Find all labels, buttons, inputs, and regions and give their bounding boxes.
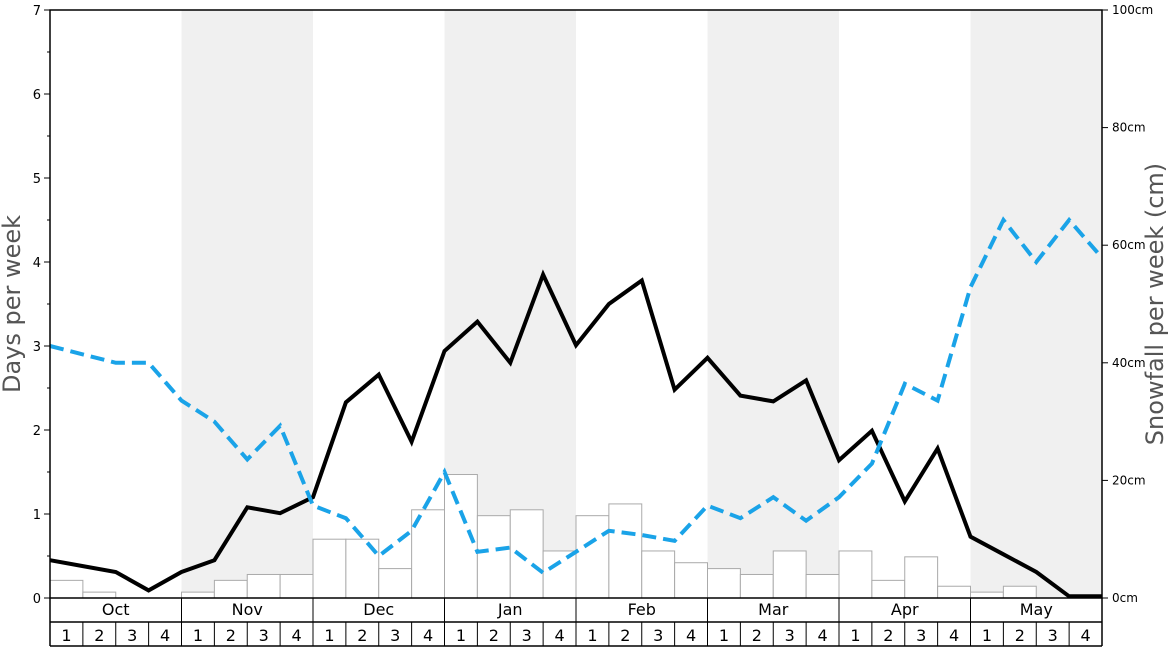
- month-label: Nov: [232, 600, 263, 619]
- solid-line-series: [49, 269, 1102, 599]
- week-label: 4: [160, 626, 170, 645]
- week-label: 2: [620, 626, 630, 645]
- week-label: 1: [719, 626, 729, 645]
- week-label: 2: [1015, 626, 1025, 645]
- week-label: 4: [554, 626, 564, 645]
- snowfall-bar: [575, 515, 610, 599]
- y-right-tick-label: 0cm: [1112, 591, 1138, 605]
- week-label: 4: [686, 626, 696, 645]
- y-left-tick-label: 2: [33, 424, 41, 439]
- week-label: 3: [127, 626, 137, 645]
- week-label: 2: [489, 626, 499, 645]
- month-label: Oct: [102, 600, 130, 619]
- y-right-tick-label: 60cm: [1112, 238, 1146, 252]
- week-label: 2: [883, 626, 893, 645]
- week-label: 4: [423, 626, 433, 645]
- snowfall-bar: [641, 550, 676, 599]
- month-label: Mar: [758, 600, 789, 619]
- week-label: 3: [1048, 626, 1058, 645]
- week-label: 3: [785, 626, 795, 645]
- snowfall-bar: [838, 550, 873, 599]
- y-left-tick-label: 3: [33, 340, 41, 355]
- week-label: 1: [587, 626, 597, 645]
- week-label: 1: [193, 626, 203, 645]
- y-right-tick-label: 80cm: [1112, 121, 1146, 135]
- week-label: 3: [522, 626, 532, 645]
- week-row: 1 2 3 4 1 2 3 4 1 2 3 4 1 2 3 4 1 2 3 4 1 2 3 4 1 2 3 4 1 2 3 4: [50, 622, 1102, 647]
- snowfall-bar: [1002, 585, 1037, 599]
- snowfall-bar: [378, 568, 413, 599]
- snowfall-bar: [49, 579, 84, 599]
- month-band-nov: [181, 10, 313, 598]
- month-band-may: [970, 10, 1102, 598]
- y-left-tick-label: 0: [33, 592, 41, 607]
- month-label: Apr: [891, 600, 919, 619]
- y-left-tick-label: 7: [33, 4, 41, 19]
- snowfall-bar: [509, 509, 544, 599]
- snowfall-bar: [871, 579, 906, 599]
- snowfall-bar: [542, 550, 577, 599]
- week-label: 2: [357, 626, 367, 645]
- snowfall-bar: [707, 568, 741, 599]
- month-shading: [181, 10, 1102, 598]
- week-label: 1: [324, 626, 334, 645]
- day-lines: [49, 216, 1104, 599]
- snowfall-bar: [213, 579, 248, 599]
- y-right-axis-title: Snowfall per week (cm): [1141, 163, 1168, 445]
- y-left-tick-label: 6: [33, 88, 41, 103]
- week-label: 1: [982, 626, 992, 645]
- month-label: Jan: [497, 600, 523, 619]
- snowfall-bar: [279, 573, 314, 599]
- week-label: 3: [390, 626, 400, 645]
- y-left-tick-label: 5: [33, 172, 41, 187]
- dashed-line-series: [49, 216, 1104, 576]
- week-label: 3: [653, 626, 663, 645]
- left-axis: 0 1 2 3 4 5 6 7: [33, 4, 50, 607]
- snowfall-bar: [181, 591, 215, 599]
- snowfall-bar: [608, 503, 643, 599]
- week-label: 4: [817, 626, 827, 645]
- snowfall-bar: [739, 573, 774, 599]
- snowfall-bar: [805, 573, 840, 599]
- snowfall-bar: [937, 585, 971, 599]
- week-label: 2: [226, 626, 236, 645]
- week-label: 4: [291, 626, 301, 645]
- y-right-tick-label: 100cm: [1112, 3, 1153, 17]
- snowfall-bar: [82, 591, 117, 599]
- snowfall-bar: [772, 550, 807, 599]
- y-right-tick-label: 20cm: [1112, 473, 1146, 487]
- snowfall-bars: [49, 474, 1037, 599]
- snowfall-bar: [246, 573, 281, 599]
- snowfall-bar: [904, 556, 939, 599]
- month-label: May: [1020, 600, 1053, 619]
- week-label: 1: [850, 626, 860, 645]
- snowfall-bar: [674, 562, 708, 599]
- month-band-mar: [707, 10, 839, 598]
- snowfall-bar: [476, 515, 511, 599]
- week-label: 1: [456, 626, 466, 645]
- right-axis: 0cm 20cm 40cm 60cm 80cm 100cm: [1102, 3, 1153, 605]
- week-label: 3: [916, 626, 926, 645]
- y-right-tick-label: 40cm: [1112, 356, 1146, 370]
- week-label: 3: [259, 626, 269, 645]
- week-label: 2: [752, 626, 762, 645]
- y-left-tick-label: 1: [33, 508, 41, 523]
- week-label: 4: [1080, 626, 1090, 645]
- month-label: Dec: [363, 600, 394, 619]
- week-label: 2: [94, 626, 104, 645]
- y-left-axis-title: Days per week: [0, 215, 26, 393]
- snowfall-bar: [312, 538, 347, 599]
- week-label: 4: [949, 626, 959, 645]
- month-label: Feb: [628, 600, 656, 619]
- week-label: 1: [61, 626, 71, 645]
- y-left-tick-label: 4: [33, 256, 41, 271]
- snowfall-bar: [970, 591, 1004, 599]
